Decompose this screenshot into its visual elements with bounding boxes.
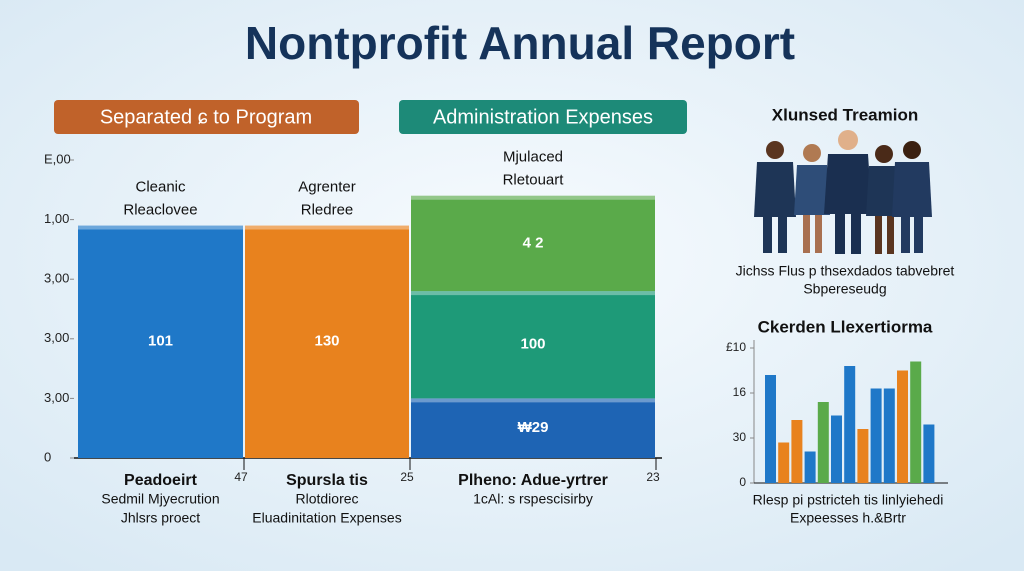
y-tick-label: 30 <box>733 430 747 444</box>
segment-label: 4 2 <box>523 234 544 251</box>
team-caption: Jichss Flus p thsexdados tabvebret <box>736 263 955 279</box>
pill-text: Administration Expenses <box>433 106 653 128</box>
chart-caption: Rlesp pi pstricteh tis linlyiehedi <box>753 492 944 508</box>
column-title: Cleanic <box>135 179 186 196</box>
bar <box>791 420 803 483</box>
bar <box>897 370 908 483</box>
edge-label: 25 <box>400 470 414 484</box>
pill-text: Separated ɕ to Program <box>100 106 312 128</box>
column-note: Rlotdiorec <box>295 491 358 507</box>
bar <box>778 442 790 483</box>
column-title: Rleaclovee <box>123 202 197 219</box>
bar <box>857 429 869 483</box>
y-tick-label: £10 <box>726 340 746 354</box>
bar <box>844 366 856 483</box>
y-tick-label: E,00 <box>44 151 71 166</box>
bar <box>883 388 895 483</box>
bar <box>804 451 816 483</box>
pill <box>399 100 687 134</box>
bar <box>910 361 922 483</box>
y-tick-label: 3,00 <box>44 330 69 345</box>
column-note: 1cAl: s rspescisirby <box>473 491 593 507</box>
bar <box>765 375 776 483</box>
segment-label: 100 <box>520 336 545 353</box>
y-tick-label: 3,00 <box>44 271 69 286</box>
column-title: Rletouart <box>503 172 565 189</box>
bar-segment <box>411 291 655 399</box>
column-note: Peadoeirt <box>124 472 198 489</box>
bar-segment <box>411 195 655 292</box>
bar-segment <box>78 225 243 458</box>
bar <box>817 402 829 483</box>
column-note: Sedmil Mjyecrution <box>101 491 219 507</box>
chart-title: Ckerden Llexertiorma <box>758 317 933 336</box>
people-illustration <box>754 130 932 254</box>
y-tick-label: 16 <box>733 385 747 399</box>
column-note: Plheno: Adue-yrtrer <box>458 472 608 489</box>
segment-label: ₩29 <box>518 419 549 436</box>
bar <box>831 415 842 483</box>
chart-caption: Expeesses h.&Brtr <box>790 510 906 526</box>
segment-label: 130 <box>314 333 339 350</box>
column-note: Jhlsrs proect <box>121 510 200 526</box>
bar <box>870 388 882 483</box>
y-tick-label: 0 <box>739 475 746 489</box>
team-title: Xlunsed Treamion <box>772 105 918 124</box>
edge-label: 47 <box>234 470 248 484</box>
column-title: Mjulaced <box>503 149 563 166</box>
y-tick-label: 1,00 <box>44 211 69 226</box>
column-title: Agrenter <box>298 179 356 196</box>
bar-segment <box>411 398 655 458</box>
column-note: Eluadinitation Expenses <box>252 510 401 526</box>
team-caption: Sbpereseudg <box>803 281 886 297</box>
title: Nontprofit Annual Report <box>245 17 795 69</box>
pill <box>54 100 359 134</box>
bar <box>923 424 935 483</box>
column-note: Spursla tis <box>286 472 368 489</box>
bar-segment <box>245 225 409 458</box>
segment-label: 101 <box>148 333 173 350</box>
y-tick-label: 3,00 <box>44 390 69 405</box>
column-title: Rledree <box>301 202 354 219</box>
y-tick-label: 0 <box>44 449 51 464</box>
edge-label: 23 <box>646 470 660 484</box>
